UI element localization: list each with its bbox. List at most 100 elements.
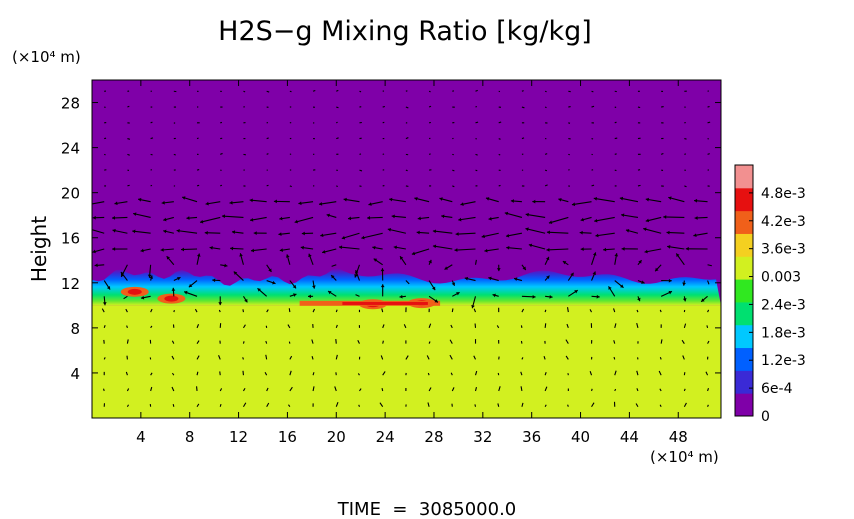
colorbar-swatch-0: [735, 393, 753, 417]
vector-arrow-151: [265, 340, 268, 344]
vector-arrow-139: [229, 200, 244, 205]
vector-arrow-240: [354, 264, 360, 278]
vector-arrow-84: [196, 403, 200, 408]
vector-arrow-339: [473, 355, 477, 360]
vector-arrow-99: [196, 169, 200, 171]
vector-arrow-21: [126, 404, 129, 408]
vector-arrow-79: [173, 153, 176, 156]
vector-arrow-389: [505, 232, 523, 238]
vector-arrow-404: [544, 323, 547, 328]
vector-arrow-479: [614, 137, 618, 140]
vector-arrow-314: [428, 90, 431, 93]
x-tick-label-3: 16: [278, 428, 297, 446]
vector-arrow-53: [132, 229, 151, 234]
vector-arrow-384: [521, 308, 525, 313]
vector-arrow-150: [265, 354, 268, 360]
vector-arrow-220: [322, 248, 337, 254]
vector-arrow-66: [171, 355, 175, 360]
vector-arrow-3: [103, 357, 106, 360]
vector-arrow-356: [475, 89, 478, 92]
vector-arrow-218: [330, 274, 337, 281]
vector-arrow-539: [684, 185, 687, 188]
vector-arrow-116: [204, 230, 221, 235]
hot-streak-core: [342, 301, 428, 305]
vector-arrow-448: [591, 294, 600, 299]
colorbar-tick-label-1: 6e-4: [761, 381, 793, 397]
vector-arrow-505: [659, 388, 662, 392]
vector-arrow-169: [289, 386, 293, 392]
vector-arrow-192: [311, 356, 314, 360]
vector-arrow-67: [171, 340, 175, 344]
vector-arrow-386: [513, 277, 523, 282]
vector-arrow-178: [279, 248, 290, 252]
vector-arrow-55: [138, 197, 151, 203]
vector-arrow-161: [266, 184, 269, 187]
colorbar-swatch-6: [735, 256, 753, 280]
vector-arrow-320: [450, 324, 453, 329]
vector-arrow-160: [249, 198, 267, 203]
x-axis: 4 8 12 16 20 24 28 32 36 40 44 48: [136, 80, 688, 446]
vector-arrow-390: [504, 211, 523, 218]
vector-arrow-238: [355, 294, 360, 297]
vector-arrow-370: [485, 197, 499, 203]
vector-arrow-22: [126, 388, 130, 392]
chart-title: H2S−g Mixing Ratio [kg/kg]: [218, 16, 592, 47]
vector-arrow-159: [249, 216, 267, 222]
vector-arrow-351: [475, 169, 478, 172]
vector-arrow-550: [707, 340, 710, 344]
vector-arrow-398: [521, 90, 524, 92]
vector-arrow-327: [441, 214, 453, 219]
vector-arrow-10: [92, 248, 105, 254]
x-tick-label-5: 24: [376, 428, 395, 446]
y-axis: 4 8 12 16 20 24 28: [61, 95, 721, 383]
vector-arrow-94: [181, 247, 198, 252]
vector-arrow-261: [373, 258, 383, 266]
colorbar-tick-label-2: 1.2e-3: [761, 353, 806, 369]
vector-arrow-366: [496, 264, 501, 272]
vector-arrow-497: [637, 184, 641, 187]
vector-arrow-506: [658, 370, 662, 376]
vector-arrow-138: [221, 214, 244, 219]
vector-arrow-231: [358, 404, 360, 407]
vector-arrow-12: [92, 215, 105, 220]
vector-arrow-149: [264, 372, 268, 376]
vector-arrow-409: [528, 243, 546, 250]
vector-arrow-418: [544, 106, 547, 109]
vector-arrow-483: [635, 403, 639, 408]
vector-arrow-93: [196, 253, 201, 265]
vector-arrow-405: [544, 309, 547, 313]
vector-arrow-153: [266, 309, 269, 313]
x-tick-label-6: 28: [424, 428, 443, 446]
vector-arrow-411: [525, 212, 546, 218]
vector-arrow-542: [684, 138, 687, 140]
vector-arrow-59: [150, 137, 154, 140]
vector-arrow-117: [199, 216, 221, 224]
vector-arrow-319: [449, 339, 453, 344]
vector-arrow-44: [150, 372, 153, 376]
vector-arrow-182: [289, 185, 292, 188]
vector-arrow-23: [125, 371, 128, 376]
vector-arrow-433: [558, 197, 569, 203]
vector-arrow-284: [387, 227, 407, 234]
vector-arrow-324: [444, 264, 453, 270]
vector-arrow-175: [289, 293, 297, 297]
vector-arrow-305: [416, 230, 430, 235]
y-tick-label-4: 20: [61, 185, 80, 203]
vector-arrow-397: [521, 106, 525, 109]
vector-arrow-400: [544, 386, 548, 392]
vector-arrow-48: [150, 308, 153, 313]
vector-arrow-378: [521, 402, 524, 407]
vector-arrow-134: [233, 271, 244, 281]
vector-arrow-565: [707, 105, 710, 108]
vector-arrow-52: [140, 248, 151, 253]
vector-arrow-173: [287, 324, 291, 329]
vector-arrow-101: [196, 137, 199, 140]
vector-arrow-441: [591, 402, 595, 408]
vector-arrow-295: [428, 387, 432, 392]
vector-arrow-121: [220, 152, 223, 155]
vector-arrow-546: [707, 404, 709, 407]
colorbar-frame: [734, 164, 754, 417]
vector-arrow-346: [454, 248, 476, 252]
vector-arrow-286: [389, 197, 406, 203]
vector-arrow-260: [380, 268, 385, 281]
